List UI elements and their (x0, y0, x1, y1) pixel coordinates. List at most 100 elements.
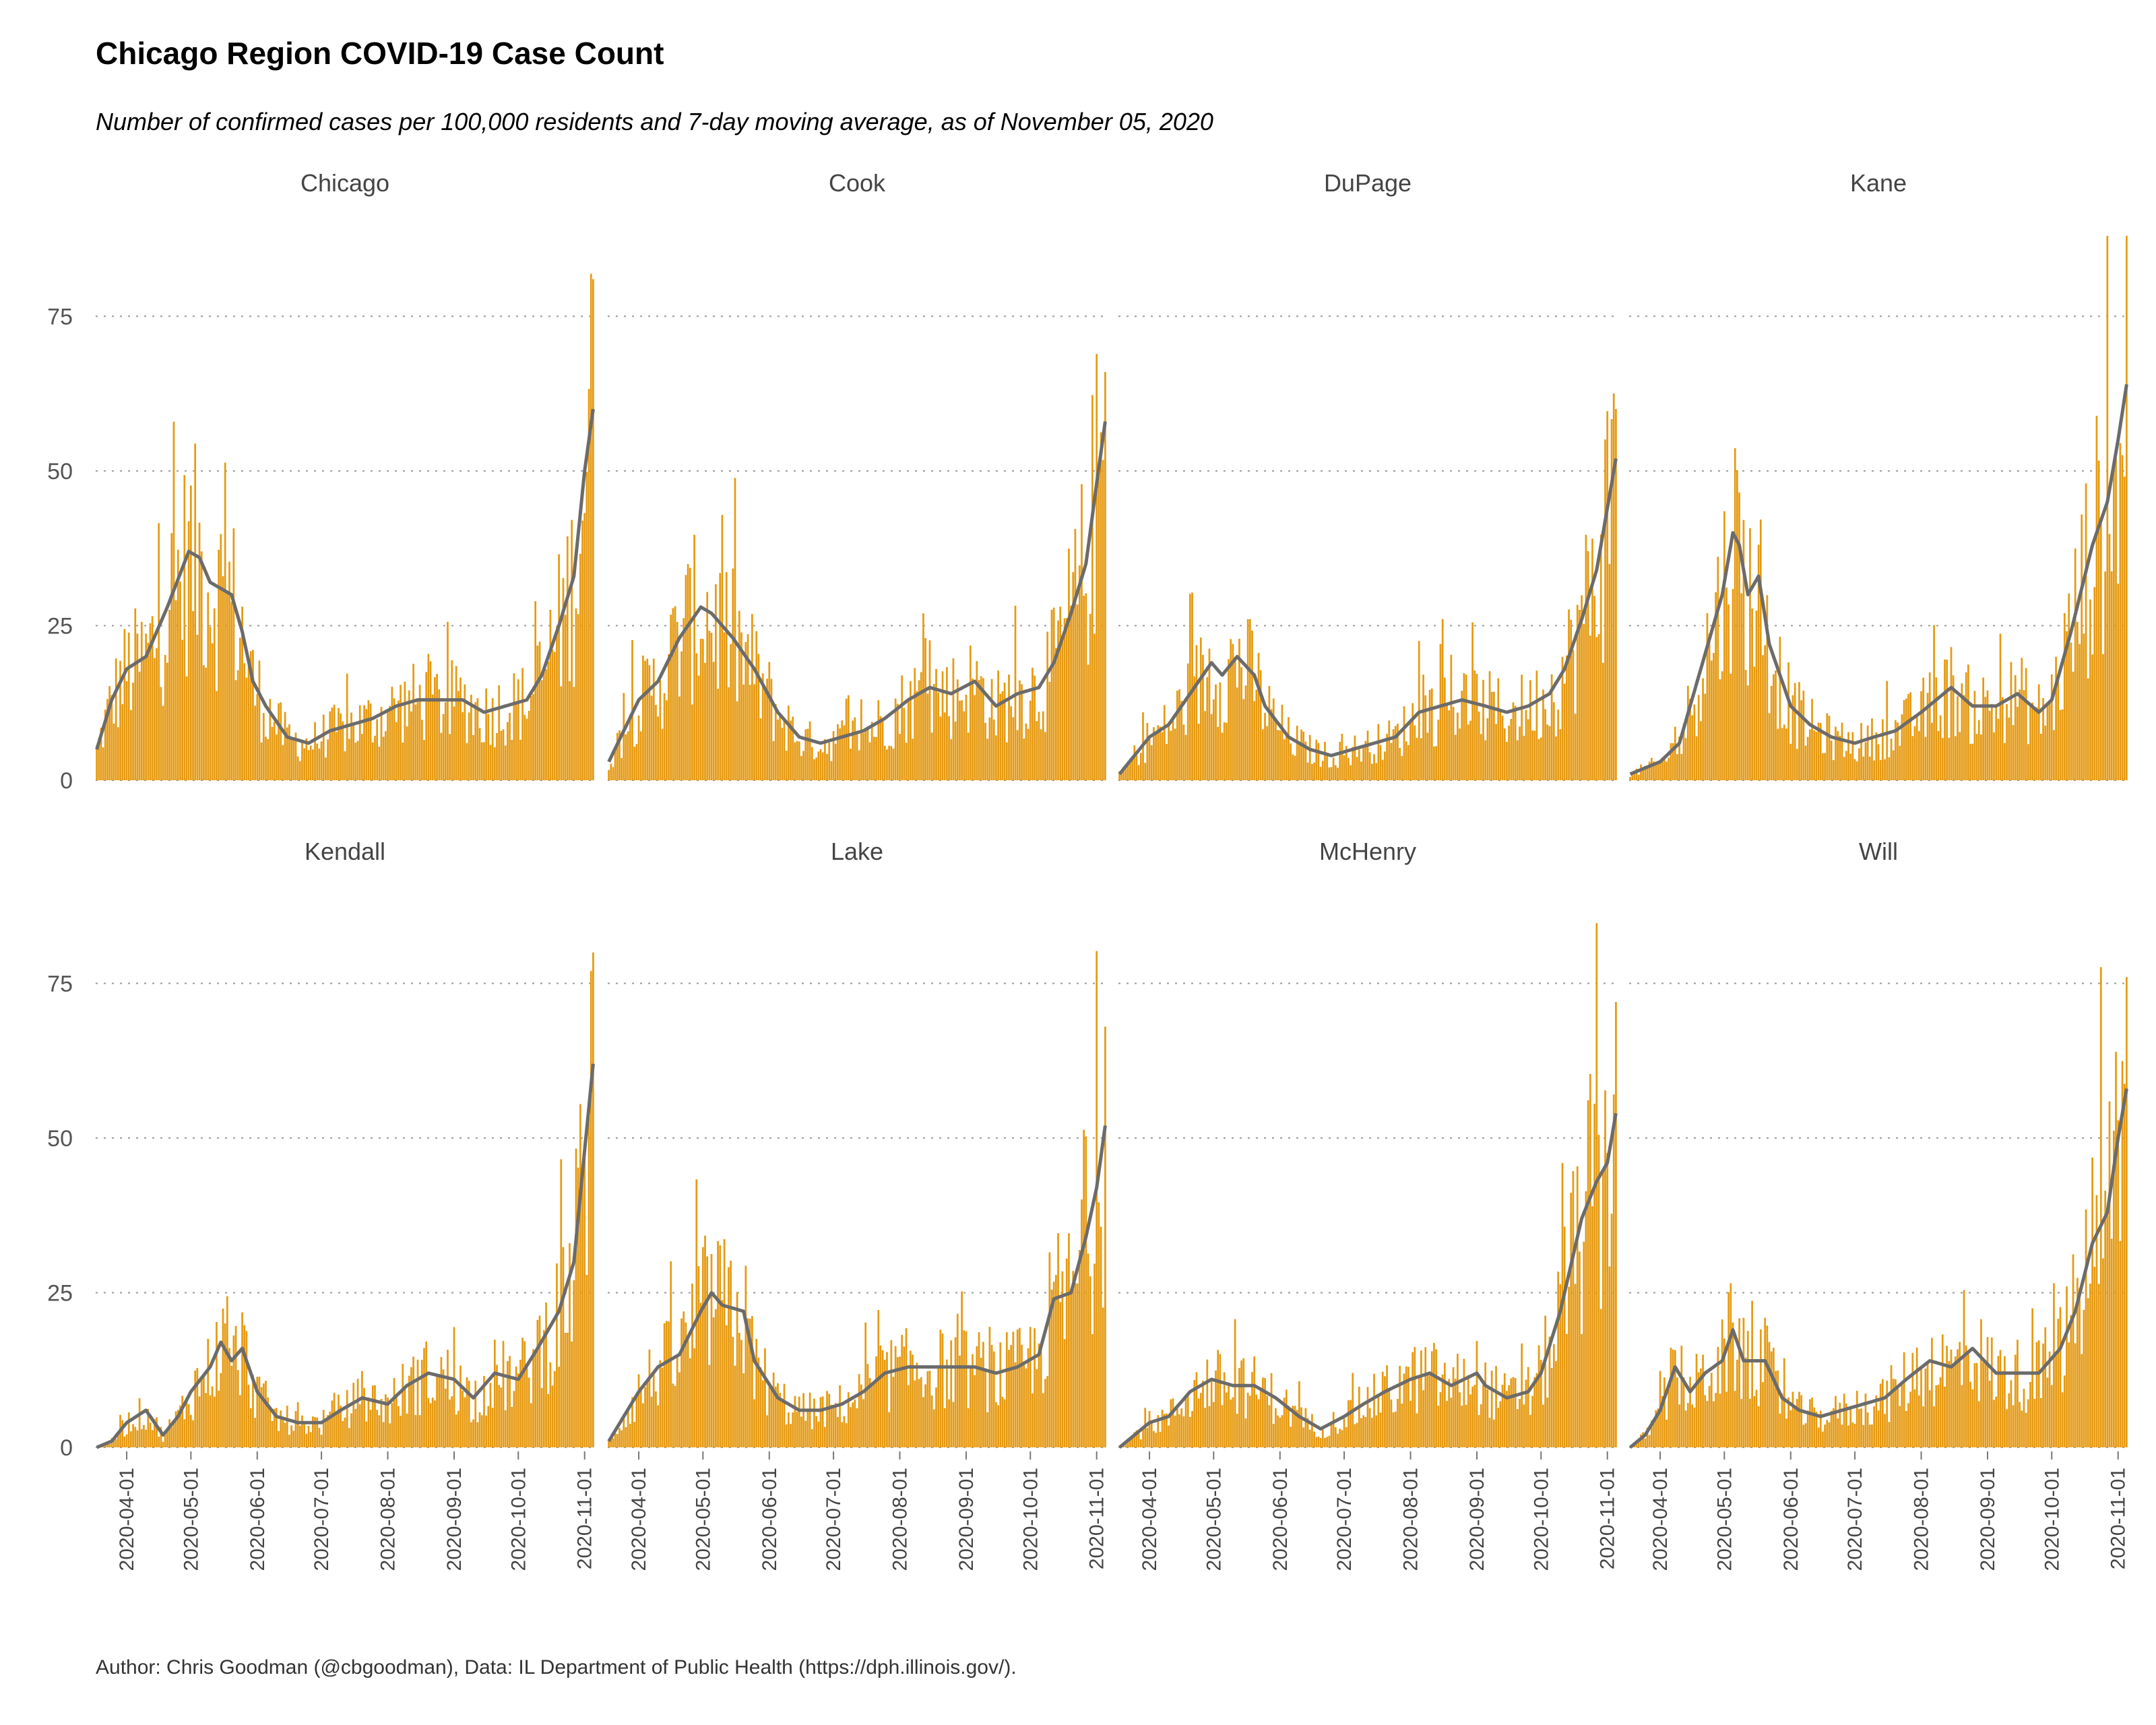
daily-case-bar (1153, 727, 1155, 780)
daily-case-bar (2121, 1061, 2124, 1447)
daily-case-bar (642, 655, 644, 780)
daily-case-bar (1416, 1413, 1418, 1447)
daily-case-bar (1341, 733, 1343, 780)
daily-case-bar (1244, 1418, 1247, 1447)
daily-case-bar (749, 1318, 751, 1447)
daily-case-bar (753, 684, 755, 780)
daily-case-bar (623, 1417, 625, 1447)
x-tick-label: 2020-10-01 (2041, 1468, 2063, 1571)
daily-case-bar (1221, 732, 1224, 780)
daily-case-bar (2099, 523, 2102, 780)
daily-case-bar (697, 1266, 700, 1447)
daily-case-bar (496, 1365, 498, 1447)
daily-case-bar (203, 1375, 205, 1447)
daily-case-bar (1926, 1362, 1929, 1447)
daily-case-bar (1137, 1433, 1140, 1447)
daily-case-bar (837, 1416, 839, 1447)
daily-case-bar (1845, 751, 1847, 780)
daily-case-bar (903, 708, 906, 780)
daily-case-bar (1186, 663, 1189, 780)
daily-case-bar (348, 1428, 350, 1447)
daily-case-bar (1137, 765, 1140, 780)
daily-case-bar (389, 1423, 391, 1447)
daily-case-bar (1046, 1376, 1049, 1447)
daily-case-bar (768, 1387, 771, 1447)
x-tick-label: 2020-08-01 (377, 1468, 400, 1571)
daily-case-bar (676, 621, 678, 780)
daily-case-bar (1083, 1129, 1085, 1447)
daily-case-bar (1321, 1429, 1324, 1447)
daily-case-bar (316, 1417, 319, 1447)
daily-case-bar (305, 1433, 308, 1447)
daily-case-bar (1734, 448, 1736, 780)
daily-case-bar (2025, 668, 2027, 780)
daily-case-bar (249, 1408, 252, 1447)
daily-case-bar (1290, 743, 1292, 780)
daily-case-bar (1971, 743, 1974, 780)
daily-case-bar (1334, 765, 1337, 780)
daily-case-bar (545, 669, 547, 780)
daily-case-bar (930, 1395, 933, 1447)
daily-case-bar (736, 701, 738, 780)
daily-case-bar (1204, 1408, 1206, 1447)
daily-case-bar (534, 601, 537, 780)
daily-case-bar (175, 600, 177, 780)
daily-case-bar (564, 1333, 567, 1447)
daily-case-bar (181, 639, 183, 780)
daily-case-bar (558, 1367, 560, 1447)
daily-case-bar (864, 1322, 867, 1447)
daily-case-bar (1593, 1104, 1596, 1447)
daily-case-bar (1672, 743, 1674, 780)
daily-case-bar (659, 1360, 662, 1447)
daily-case-bar (258, 1377, 261, 1447)
daily-case-bar (1899, 745, 1901, 780)
daily-case-bar (1525, 710, 1527, 780)
daily-case-bar (1381, 759, 1384, 780)
daily-case-bar (1195, 1372, 1198, 1447)
daily-case-bar (941, 671, 944, 780)
daily-case-bar (252, 1375, 254, 1447)
daily-case-bar (1952, 675, 1955, 780)
daily-case-bar (1946, 1346, 1948, 1447)
daily-case-bar (772, 1372, 775, 1447)
daily-case-bar (1817, 722, 1820, 780)
daily-case-bar (1903, 700, 1905, 780)
daily-case-bar (577, 614, 579, 780)
daily-case-bar (1054, 1275, 1057, 1447)
daily-case-bar (1727, 604, 1730, 780)
daily-case-bar (1892, 1379, 1895, 1447)
daily-case-bar (2066, 631, 2068, 780)
daily-case-bar (1168, 1425, 1170, 1447)
daily-case-bar (1847, 1425, 1849, 1447)
daily-case-bar (566, 1332, 569, 1447)
daily-case-bar (1877, 1410, 1880, 1447)
daily-case-bar (436, 673, 438, 780)
daily-case-bar (1001, 1397, 1004, 1447)
daily-case-bar (160, 687, 162, 780)
daily-case-bar (1864, 742, 1867, 780)
daily-case-bar (1246, 619, 1249, 780)
daily-case-bar (273, 722, 276, 780)
daily-case-bar (585, 1275, 588, 1447)
daily-case-bar (1377, 724, 1380, 780)
daily-case-bar (254, 705, 256, 780)
daily-case-bar (1454, 734, 1457, 780)
daily-case-bar (418, 1415, 421, 1447)
daily-case-bar (1691, 715, 1694, 780)
daily-case-bar (1610, 418, 1613, 780)
daily-case-bar (226, 1296, 228, 1447)
daily-case-bar (374, 1385, 376, 1447)
daily-case-bar (1294, 755, 1296, 780)
daily-case-bar (1315, 1437, 1318, 1447)
daily-case-bar (1292, 754, 1294, 780)
daily-case-bar (1830, 1410, 1833, 1447)
daily-case-bar (1631, 775, 1634, 780)
daily-case-bar (288, 724, 290, 780)
daily-case-bar (1499, 1401, 1502, 1447)
daily-case-bar (132, 683, 134, 780)
daily-case-bar (1304, 1408, 1307, 1447)
daily-case-bar (1980, 1319, 1982, 1447)
daily-case-bar (575, 1148, 577, 1447)
daily-case-bar (753, 1399, 755, 1447)
daily-case-bar (384, 1394, 387, 1447)
